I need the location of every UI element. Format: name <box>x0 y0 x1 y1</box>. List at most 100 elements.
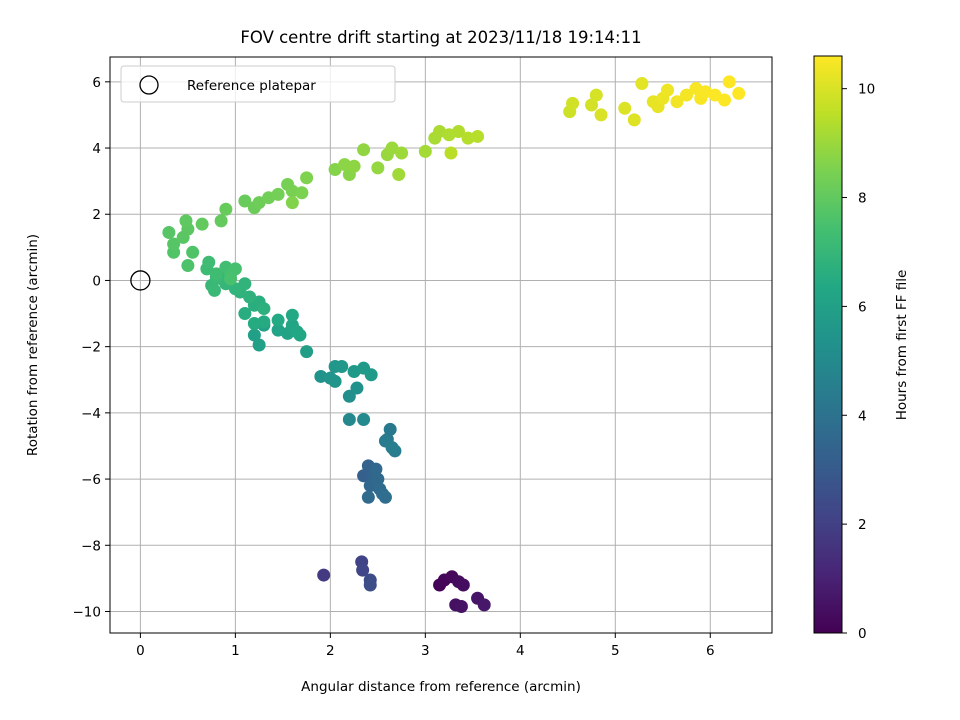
data-point <box>452 124 466 138</box>
data-point <box>732 86 746 100</box>
data-point <box>342 389 356 403</box>
data-point <box>378 490 392 504</box>
data-point <box>162 225 176 239</box>
data-point <box>627 113 641 127</box>
data-point <box>295 186 309 200</box>
legend-label: Reference platepar <box>187 78 316 94</box>
data-point <box>392 168 406 182</box>
y-tick-label: 0 <box>92 273 101 289</box>
x-tick-label: 0 <box>136 643 145 659</box>
data-point <box>357 143 371 157</box>
data-point <box>335 360 349 374</box>
y-tick-label: 4 <box>92 141 101 157</box>
data-point <box>247 316 261 330</box>
data-point <box>418 144 432 158</box>
legend: Reference platepar <box>120 65 396 103</box>
y-tick-label: −8 <box>81 538 101 554</box>
data-point <box>179 214 193 228</box>
data-point <box>589 88 603 102</box>
colorbar-tick-label: 6 <box>858 299 867 315</box>
chart-title: FOV centre drift starting at 2023/11/18 … <box>240 28 641 47</box>
y-tick-label: 2 <box>92 207 101 223</box>
x-tick-label: 4 <box>516 643 525 659</box>
data-point <box>167 237 181 251</box>
data-point <box>444 146 458 160</box>
legend-box <box>120 65 396 103</box>
colorbar-gradient <box>813 55 843 634</box>
data-point <box>371 161 385 175</box>
data-point <box>300 171 314 185</box>
data-point <box>293 328 307 342</box>
plot-frame <box>109 56 773 634</box>
data-point <box>471 129 485 143</box>
colorbar-label: Hours from first FF file <box>894 270 910 421</box>
data-point <box>364 368 378 382</box>
y-tick-label: −2 <box>81 340 101 356</box>
data-point <box>347 159 361 173</box>
data-point <box>718 93 732 107</box>
colorbar-tick-label: 10 <box>858 82 875 98</box>
colorbar-ticks: 0 2 4 6 8 10 <box>842 82 875 642</box>
x-tick-label: 6 <box>706 643 715 659</box>
data-point <box>383 422 397 436</box>
data-point <box>285 196 299 210</box>
data-point <box>356 563 370 577</box>
data-point <box>328 374 342 388</box>
data-point <box>247 328 261 342</box>
data-point <box>209 267 223 281</box>
data-point <box>566 96 580 110</box>
data-point <box>361 490 375 504</box>
data-point <box>618 101 632 115</box>
data-point <box>285 308 299 322</box>
y-tick-label: −6 <box>81 472 101 488</box>
x-tick-label: 5 <box>611 643 620 659</box>
data-point <box>195 217 209 231</box>
data-point <box>214 214 228 228</box>
data-point <box>670 95 684 109</box>
data-point <box>369 462 383 476</box>
y-tick-label: −4 <box>81 406 101 422</box>
data-point <box>585 98 599 112</box>
data-point <box>371 472 385 486</box>
y-tick-label: 6 <box>92 75 101 91</box>
data-point <box>395 146 409 160</box>
y-axis-label: Rotation from reference (arcmin) <box>25 234 41 456</box>
colorbar-tick-label: 0 <box>858 626 867 642</box>
y-axis: −10 −8 −6 −4 −2 0 2 4 6 <box>73 75 110 620</box>
y-tick-label: −10 <box>73 604 102 620</box>
reference-marker <box>130 270 151 291</box>
data-point <box>342 412 356 426</box>
data-point <box>357 412 371 426</box>
data-point <box>257 302 271 316</box>
legend-marker <box>139 75 159 95</box>
x-tick-label: 1 <box>231 643 240 659</box>
data-point <box>454 600 468 614</box>
data-point <box>300 345 314 359</box>
data-point <box>202 255 216 269</box>
colorbar: 0 2 4 6 8 10 Hours from first FF file <box>813 55 910 642</box>
reference-point <box>130 270 151 291</box>
data-point <box>661 83 675 97</box>
data-point <box>357 469 371 483</box>
data-point <box>271 313 285 327</box>
x-tick-label: 3 <box>421 643 430 659</box>
data-point <box>680 88 694 102</box>
data-point <box>181 259 195 273</box>
data-point <box>477 598 491 612</box>
data-point <box>350 381 364 395</box>
data-point <box>252 338 266 352</box>
data-point <box>456 578 470 592</box>
data-point <box>635 76 649 90</box>
data-point <box>722 75 736 89</box>
data-point <box>271 187 285 201</box>
data-point <box>186 245 200 259</box>
data-point <box>317 568 331 582</box>
data-point <box>238 307 252 321</box>
x-tick-label: 2 <box>326 643 335 659</box>
gridlines <box>110 57 772 633</box>
data-point <box>388 444 402 458</box>
colorbar-tick-label: 4 <box>858 408 867 424</box>
data-point <box>207 283 221 297</box>
x-axis: 0 1 2 3 4 5 6 <box>136 633 715 659</box>
